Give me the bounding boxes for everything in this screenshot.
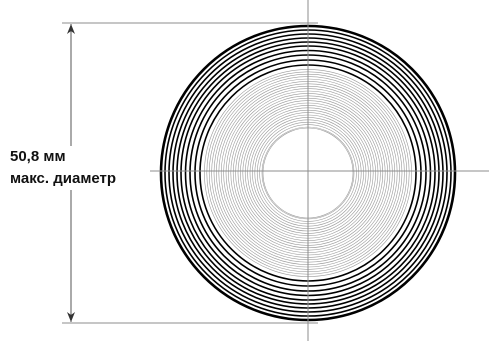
diameter-caption: макс. диаметр: [10, 170, 117, 187]
top-arrowhead: [67, 24, 75, 34]
bottom-arrowhead: [67, 312, 75, 322]
diameter-value: 50,8 мм: [10, 148, 66, 165]
diameter-label: 50,8 мм макс. диаметр: [8, 146, 119, 190]
